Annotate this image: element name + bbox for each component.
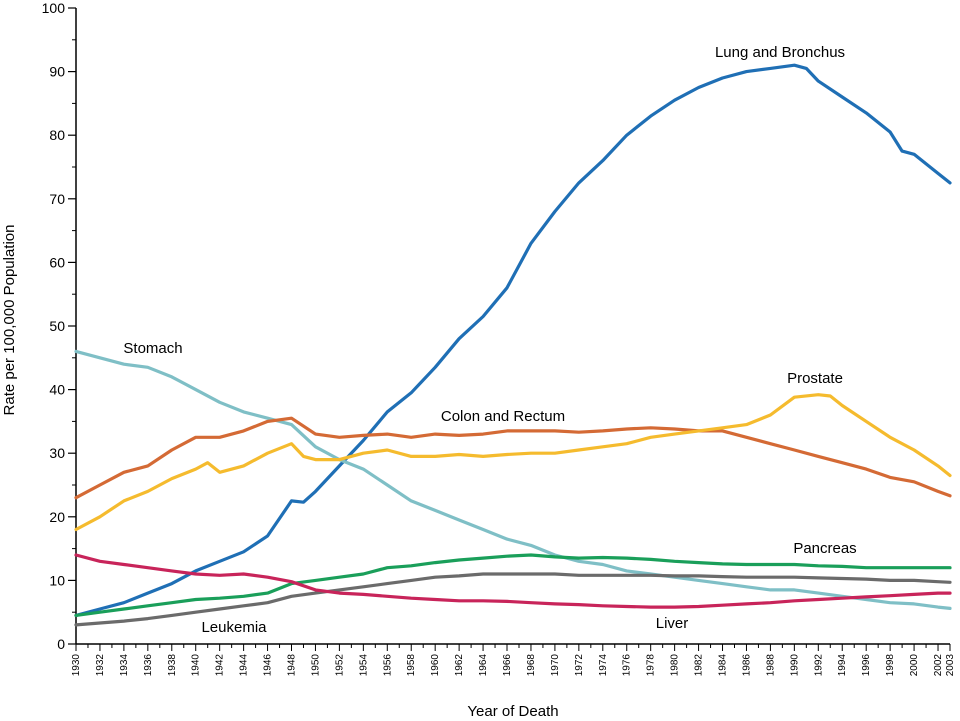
x-tick-label: 1984 [718,654,729,677]
y-tick-label: 0 [57,636,65,652]
x-tick-label: 1958 [406,654,417,677]
x-tick-label: 1946 [263,654,274,677]
y-axis-title: Rate per 100,000 Population [1,225,18,416]
x-tick-label: 1944 [239,654,250,677]
x-tick-label: 1992 [813,654,824,677]
x-tick-label: 1980 [670,654,681,677]
x-tick-label: 1948 [287,654,298,677]
x-tick-label: 1956 [382,654,393,677]
x-tick-label: 1978 [646,654,657,677]
series-label-colon-and-rectum: Colon and Rectum [441,408,565,425]
x-tick-label: 1962 [454,654,465,677]
x-tick-label: 1940 [191,654,202,677]
x-tick-label: 1942 [215,654,226,677]
x-tick-label: 1982 [694,654,705,677]
x-tick-label: 1934 [119,654,130,677]
x-tick-label: 1986 [741,654,752,677]
y-tick-label: 30 [49,445,65,461]
x-tick-label: 1968 [526,654,537,677]
series-line-liver [74,553,952,609]
series-label-stomach: Stomach [123,340,182,357]
x-tick-label: 2002 [933,654,944,677]
x-tick-label: 1974 [598,654,609,677]
series-label-pancreas: Pancreas [793,540,856,557]
x-tick-label: 1952 [334,654,345,677]
x-tick-label: 1930 [71,654,82,677]
x-tick-label: 1964 [478,654,489,677]
x-tick-label: 1994 [837,654,848,677]
y-tick-label: 70 [49,191,65,207]
series-label-liver: Liver [656,615,689,632]
y-tick-label: 50 [49,318,65,334]
series-label-leukemia: Leukemia [201,619,267,636]
x-tick-label: 2000 [909,654,920,677]
x-tick-label: 1932 [95,654,106,677]
series-line-pancreas [74,553,952,617]
x-axis-title: Year of Death [467,703,558,720]
x-tick-label: 1988 [765,654,776,677]
x-tick-label: 1936 [143,654,154,677]
x-tick-label: 2003 [945,654,956,677]
y-tick-label: 20 [49,509,65,525]
x-tick-label: 1938 [167,654,178,677]
series-line-prostate [74,393,952,532]
y-tick-label: 40 [49,382,65,398]
y-tick-label: 90 [49,64,65,80]
x-tick-label: 1950 [310,654,321,677]
x-tick-label: 1990 [789,654,800,677]
x-tick-label: 1998 [885,654,896,677]
series-line-stomach [74,349,952,610]
series-label-prostate: Prostate [787,370,843,387]
x-axis: 1930 1932 1934 1936 1938 1940 1942 1944 1946 1948… [71,643,956,677]
series-label-lung-and-bronchus: Lung and Bronchus [715,44,845,61]
series-line-colon-and-rectum [74,416,952,500]
x-tick-label: 1996 [861,654,872,677]
y-axis: 0 10 20 30 40 50 60 70 80 90 100 [42,0,77,652]
y-tick-label: 100 [42,0,66,16]
x-tick-label: 1966 [502,654,513,677]
x-tick-label: 1972 [574,654,585,677]
series-layer [74,63,952,627]
series-line-leukemia [74,572,952,627]
series-labels: Lung and Bronchus Stomach Colon and Rectum… [123,44,856,636]
x-tick-label: 1976 [622,654,633,677]
y-tick-label: 10 [49,572,65,588]
x-tick-label: 1970 [550,654,561,677]
y-tick-label: 80 [49,127,65,143]
series-line-lung-and-bronchus [74,63,952,617]
y-tick-label: 60 [49,254,65,270]
x-tick-label: 1954 [358,654,369,677]
x-tick-label: 1960 [430,654,441,677]
